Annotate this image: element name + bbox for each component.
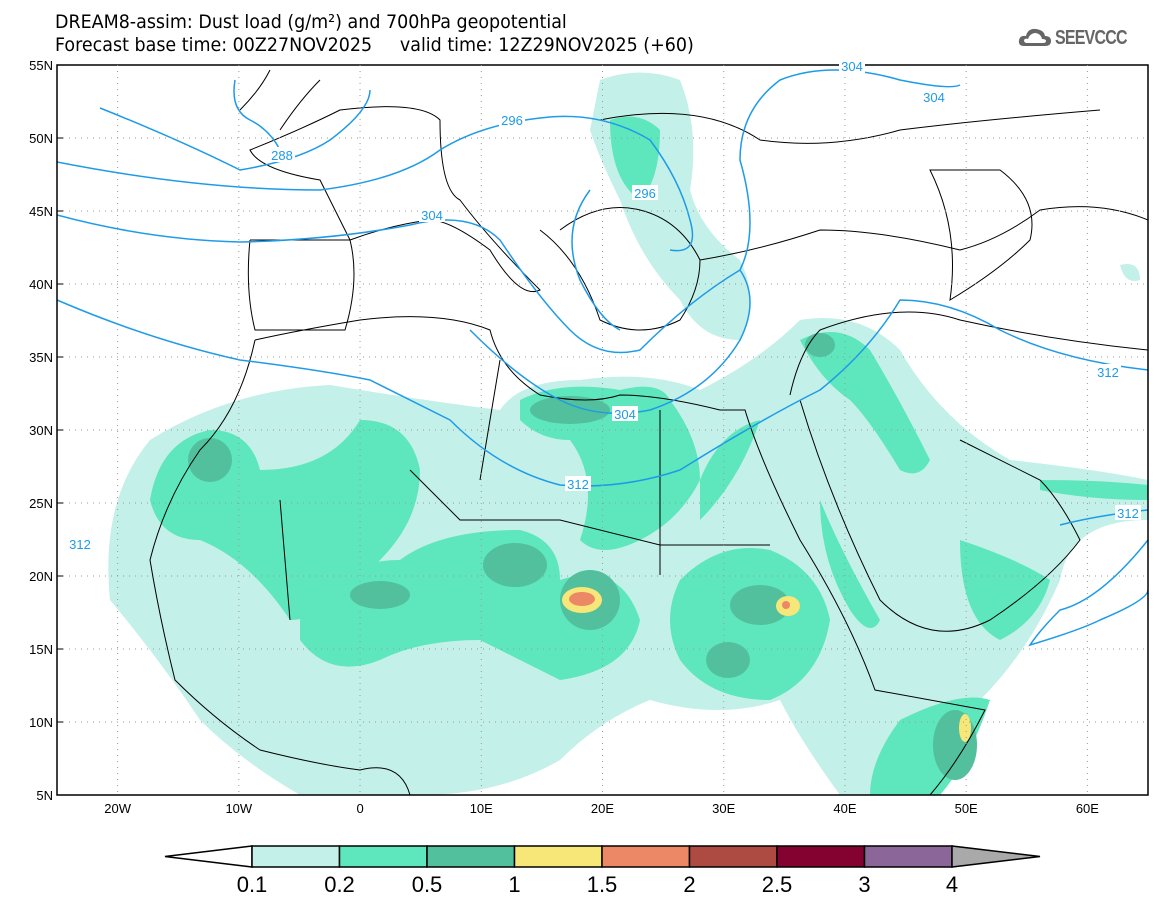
contour-label: 312: [1117, 506, 1139, 521]
lat-label: 50N: [29, 131, 53, 146]
contour-label: 312: [69, 537, 91, 552]
contour-label: 304: [421, 208, 443, 223]
contour-label: 312: [567, 477, 589, 492]
logo-text: SEEVCCC: [1055, 26, 1128, 49]
contour-label-bg: [1115, 505, 1141, 520]
colorbar-swatch: [251, 845, 341, 868]
contour-label-bg: [612, 406, 638, 421]
contour-label: 296: [501, 113, 523, 128]
geopotential-contours: [57, 69, 1148, 647]
lon-label: 60E: [1076, 801, 1099, 816]
longitude-axis: 20W 10W 0 10E 20E 30E 40E 50E 60E: [104, 801, 1099, 816]
lat-label: 45N: [29, 204, 53, 219]
lat-label: 5N: [36, 788, 53, 803]
colorbar-swatch: [601, 845, 691, 868]
colorbar-swatch: [863, 845, 953, 868]
colorbar-label: 2: [683, 872, 695, 897]
colorbar: 0.1 0.2 0.5 1 1.5 2 2.5 3 4: [164, 845, 1041, 897]
lon-label: 20E: [591, 801, 614, 816]
dust-level-1.5: [569, 592, 790, 609]
seevccc-logo: SEEVCCC: [1018, 26, 1145, 50]
lat-label: 55N: [29, 58, 53, 73]
coastlines: [149, 69, 1148, 795]
lat-label: 25N: [29, 496, 53, 511]
dust-load-fields: [57, 69, 1148, 795]
contour-label: 304: [614, 407, 636, 422]
contour-label-bg: [632, 185, 658, 200]
contour-label-bg: [67, 536, 93, 551]
colorbar-swatch: [338, 845, 428, 868]
colorbar-label: 2.5: [762, 872, 793, 897]
colorbar-label: 1.5: [587, 872, 618, 897]
contour-label-bg: [565, 476, 591, 491]
lat-label: 15N: [29, 642, 53, 657]
contour-labels: 288 296 296 304 304 304 304 312 312 312 312: [67, 58, 1141, 552]
colorbar-lower-extend: [164, 845, 253, 868]
contour-label: 304: [841, 59, 863, 74]
colorbar-label: 0.5: [412, 872, 443, 897]
contour-label: 288: [271, 148, 293, 163]
colorbar-swatch: [776, 845, 866, 868]
colorbar-label: 1: [508, 872, 520, 897]
contour-label-bg: [1095, 364, 1121, 379]
colorbar-label: 4: [946, 872, 958, 897]
contour-label: 304: [923, 90, 945, 105]
lon-label: 40E: [833, 801, 856, 816]
lon-label: 10W: [225, 801, 252, 816]
graticule: [57, 64, 1148, 796]
lon-label: 10E: [470, 801, 493, 816]
contour-label-bg: [839, 58, 865, 73]
contour-label: 296: [634, 186, 656, 201]
latitude-axis: 55N 50N 45N 40N 35N 30N 25N 20N 15N 10N 5N: [29, 58, 53, 803]
lat-label: 20N: [29, 569, 53, 584]
lat-label: 35N: [29, 350, 53, 365]
contour-label-bg: [499, 112, 525, 127]
lon-label: 50E: [955, 801, 978, 816]
lon-label: 20W: [104, 801, 131, 816]
lat-label: 30N: [29, 423, 53, 438]
lon-label: 0: [356, 801, 363, 816]
colorbar-upper-extend: [951, 845, 1041, 868]
contour-label-bg: [269, 147, 295, 162]
contour-label: 312: [1097, 365, 1119, 380]
contour-label-bg: [921, 89, 947, 104]
colorbar-label: 0.1: [237, 872, 268, 897]
lat-label: 10N: [29, 715, 53, 730]
title-line-1: DREAM8-assim: Dust load (g/m²) and 700hP…: [55, 11, 567, 33]
title-line-2: Forecast base time: 00Z27NOV2025 valid t…: [55, 34, 694, 56]
colorbar-label: 3: [858, 872, 870, 897]
lat-label: 40N: [29, 277, 53, 292]
contour-label-bg: [419, 207, 445, 222]
lon-label: 30E: [712, 801, 735, 816]
colorbar-swatch: [513, 845, 603, 868]
colorbar-swatch: [426, 845, 516, 868]
colorbar-swatch: [688, 845, 778, 868]
colorbar-label: 0.2: [324, 872, 355, 897]
cloud-icon: [1018, 28, 1051, 46]
